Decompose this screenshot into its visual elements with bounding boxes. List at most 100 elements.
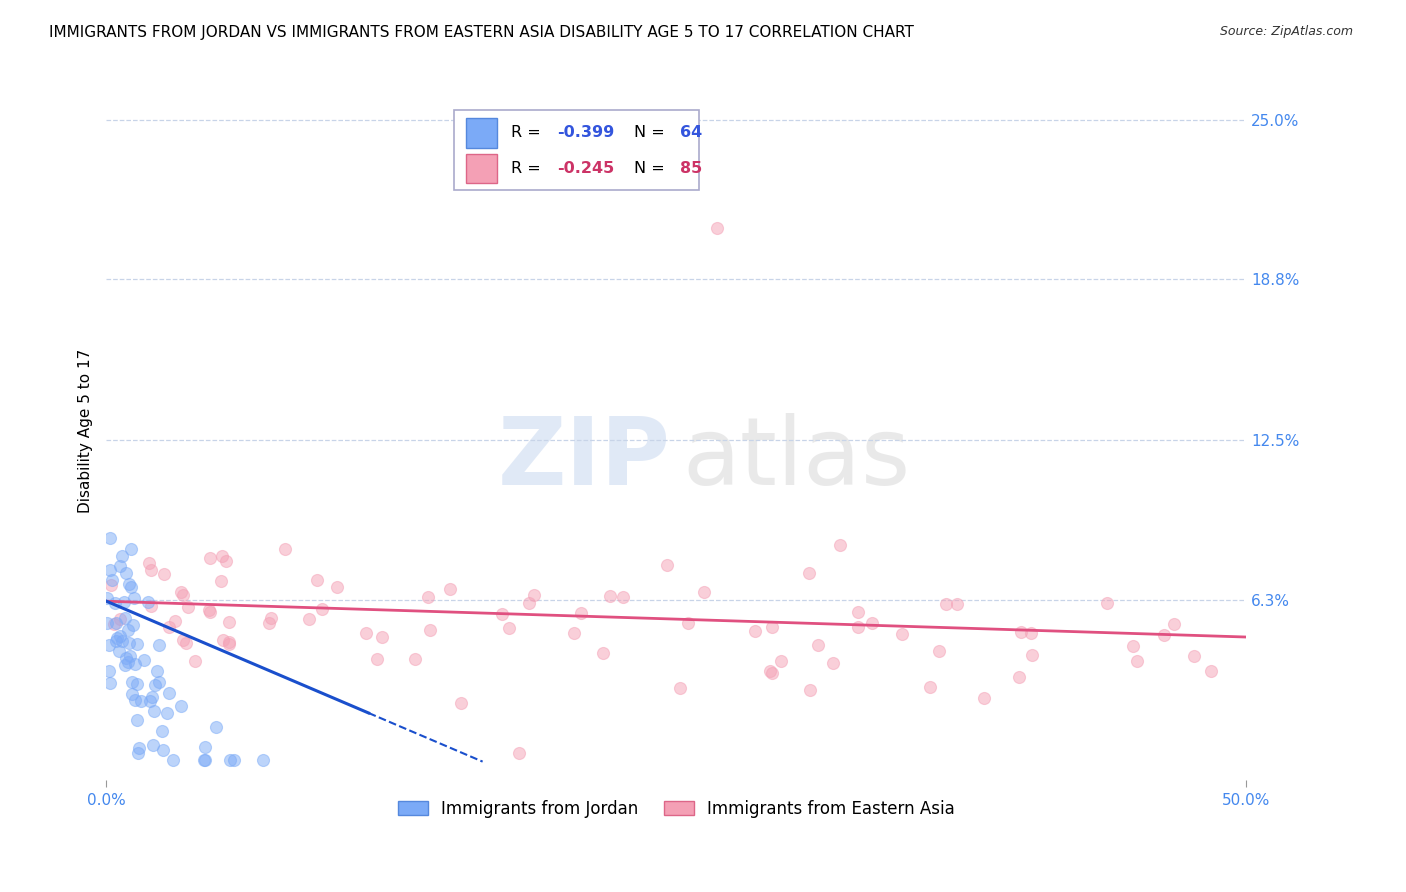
Point (1019, 625, 1042, 640)
Point (918, 680, 941, 694)
Point (96, 615, 118, 630)
Point (562, 626, 585, 640)
Text: ZIP: ZIP (498, 413, 671, 505)
Point (96, 591, 118, 605)
Point (846, 606, 869, 620)
Point (120, 580, 142, 594)
Point (121, 675, 143, 690)
Point (326, 580, 349, 594)
Point (498, 621, 520, 635)
Point (761, 620, 783, 634)
Text: -0.245: -0.245 (557, 161, 614, 176)
Point (111, 634, 134, 648)
Point (211, 549, 233, 564)
Point (799, 683, 821, 698)
Point (215, 554, 238, 568)
Point (419, 624, 441, 638)
Point (127, 746, 149, 760)
Text: Source: ZipAtlas.com: Source: ZipAtlas.com (1219, 25, 1353, 38)
Point (1199, 664, 1222, 678)
Point (209, 574, 232, 589)
Point (769, 655, 792, 669)
Point (416, 590, 439, 604)
Point (125, 676, 148, 690)
Point (103, 617, 125, 632)
Point (124, 693, 146, 707)
FancyBboxPatch shape (454, 110, 699, 190)
Point (184, 655, 207, 669)
Point (125, 713, 148, 727)
Point (669, 681, 692, 696)
Point (177, 599, 200, 614)
Point (162, 753, 184, 767)
Point (157, 620, 180, 634)
Point (101, 573, 124, 587)
Point (846, 620, 869, 634)
Point (141, 599, 163, 614)
Point (111, 549, 134, 564)
Point (139, 694, 162, 708)
Point (198, 602, 221, 616)
Point (114, 610, 136, 624)
Text: IMMIGRANTS FROM JORDAN VS IMMIGRANTS FROM EASTERN ASIA DISABILITY AGE 5 TO 17 CO: IMMIGRANTS FROM JORDAN VS IMMIGRANTS FRO… (49, 25, 914, 40)
Point (114, 658, 136, 673)
Point (98, 664, 121, 678)
Point (128, 741, 150, 756)
Point (257, 615, 280, 630)
Point (104, 596, 127, 610)
Point (114, 566, 136, 581)
Point (450, 697, 472, 711)
Point (828, 538, 851, 552)
Point (170, 585, 193, 599)
Point (131, 694, 153, 708)
Point (1122, 640, 1144, 654)
Point (110, 558, 132, 573)
Point (252, 753, 274, 767)
Point (218, 753, 240, 767)
Point (174, 636, 197, 650)
Point (1010, 624, 1032, 639)
Point (112, 594, 135, 608)
Point (148, 675, 170, 690)
Point (138, 556, 160, 570)
Point (1008, 670, 1031, 684)
Point (146, 664, 169, 678)
Point (508, 746, 530, 760)
Text: 85: 85 (681, 161, 702, 176)
Point (224, 753, 246, 767)
Point (569, 607, 592, 621)
Point (124, 657, 146, 671)
Point (122, 591, 145, 606)
Point (218, 634, 240, 648)
Point (172, 632, 194, 647)
Point (104, 634, 127, 648)
Point (758, 664, 780, 678)
Text: N =: N = (634, 161, 671, 176)
Point (136, 595, 159, 609)
Text: R =: R = (512, 126, 546, 140)
Point (806, 638, 828, 652)
Point (165, 614, 187, 628)
Text: R =: R = (512, 161, 546, 176)
Point (259, 611, 281, 625)
Point (152, 743, 174, 757)
Point (517, 596, 540, 610)
Point (118, 635, 141, 649)
Point (935, 597, 957, 611)
Point (1182, 649, 1205, 664)
Point (744, 624, 766, 638)
Point (205, 720, 228, 734)
Point (120, 542, 142, 557)
Point (148, 638, 170, 652)
Point (100, 562, 122, 576)
Point (928, 644, 950, 658)
Point (218, 637, 240, 651)
Point (706, 220, 728, 235)
Legend: Immigrants from Jordan, Immigrants from Eastern Asia: Immigrants from Jordan, Immigrants from … (391, 793, 962, 824)
Point (366, 652, 388, 666)
Point (797, 566, 820, 580)
Point (118, 576, 141, 591)
Point (356, 626, 378, 640)
Point (141, 690, 163, 704)
Point (105, 615, 128, 630)
